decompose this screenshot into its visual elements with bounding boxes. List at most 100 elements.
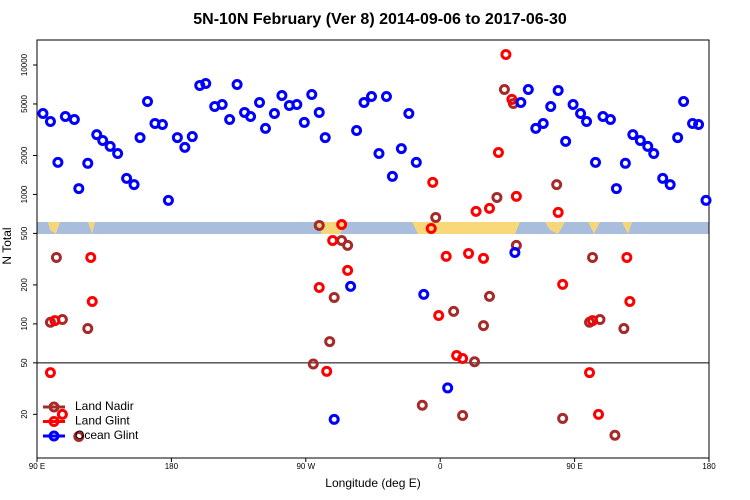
point — [298, 116, 310, 128]
point — [91, 129, 103, 141]
x-tick-label: 90 W — [296, 462, 315, 471]
point — [469, 356, 481, 368]
point — [156, 118, 168, 130]
point — [50, 251, 62, 263]
point — [678, 96, 690, 108]
point — [510, 190, 522, 202]
point — [121, 172, 133, 184]
y-tick-label: 1000 — [20, 185, 29, 203]
point — [142, 96, 154, 108]
point — [171, 132, 183, 144]
point — [545, 100, 557, 112]
y-tick-label: 5000 — [20, 95, 29, 113]
point — [328, 413, 340, 425]
point — [313, 219, 325, 231]
point — [328, 291, 340, 303]
point — [448, 305, 460, 317]
point — [642, 140, 654, 152]
x-tick-label: 0 — [438, 462, 443, 471]
point — [336, 218, 348, 230]
point — [416, 399, 428, 411]
point — [56, 408, 68, 420]
point — [587, 251, 599, 263]
point — [530, 122, 542, 134]
point — [430, 211, 442, 223]
point — [104, 140, 116, 152]
point — [427, 176, 439, 188]
point — [522, 83, 534, 95]
point — [351, 124, 363, 136]
point — [418, 288, 430, 300]
x-tick-label: 90 E — [566, 462, 582, 471]
point — [319, 132, 331, 144]
point — [85, 251, 97, 263]
point — [342, 264, 354, 276]
point — [619, 157, 631, 169]
point — [610, 183, 622, 195]
point — [483, 290, 495, 302]
point — [634, 135, 646, 147]
point — [567, 99, 579, 111]
point — [186, 131, 198, 143]
point — [621, 251, 633, 263]
point — [693, 118, 705, 130]
point — [345, 280, 357, 292]
point — [59, 111, 71, 123]
point — [560, 135, 572, 147]
point — [307, 358, 319, 370]
point — [457, 353, 469, 365]
point — [575, 107, 587, 119]
point — [552, 84, 564, 96]
plot-frame — [36, 39, 710, 459]
point — [82, 323, 94, 335]
point — [551, 179, 563, 191]
point — [324, 336, 336, 348]
point — [483, 202, 495, 214]
point — [179, 141, 191, 153]
point — [463, 247, 475, 259]
point — [491, 191, 503, 203]
point — [604, 114, 616, 126]
point — [478, 320, 490, 332]
point — [627, 129, 639, 141]
point — [672, 132, 684, 144]
point — [86, 295, 98, 307]
point — [37, 107, 49, 119]
y-tick-label: 20 — [20, 409, 29, 418]
point — [509, 246, 521, 258]
point — [395, 143, 407, 155]
point — [200, 77, 212, 89]
point — [358, 97, 370, 109]
point — [128, 179, 140, 191]
point — [245, 111, 257, 123]
point — [587, 315, 599, 327]
point — [313, 106, 325, 118]
point — [216, 99, 228, 111]
point — [515, 97, 527, 109]
legend-marker — [48, 430, 60, 442]
y-tick-label: 50 — [20, 358, 29, 367]
x-tick-label: 180 — [165, 462, 179, 471]
y-tick-label: 200 — [20, 278, 29, 292]
point — [52, 156, 64, 168]
point — [687, 118, 699, 130]
legend-marker — [48, 401, 60, 413]
point — [162, 194, 174, 206]
point — [506, 93, 518, 105]
y-tick-label: 10000 — [20, 53, 29, 76]
point — [68, 114, 80, 126]
point — [112, 148, 124, 160]
point — [425, 222, 437, 234]
point — [590, 156, 602, 168]
point — [259, 122, 271, 134]
point — [82, 157, 94, 169]
x-tick-label: 180 — [702, 462, 716, 471]
point — [254, 97, 266, 109]
point — [433, 310, 445, 322]
point — [498, 83, 510, 95]
point — [386, 170, 398, 182]
point — [592, 408, 604, 420]
point — [442, 382, 454, 394]
legend-label: Ocean Glint — [75, 428, 139, 442]
